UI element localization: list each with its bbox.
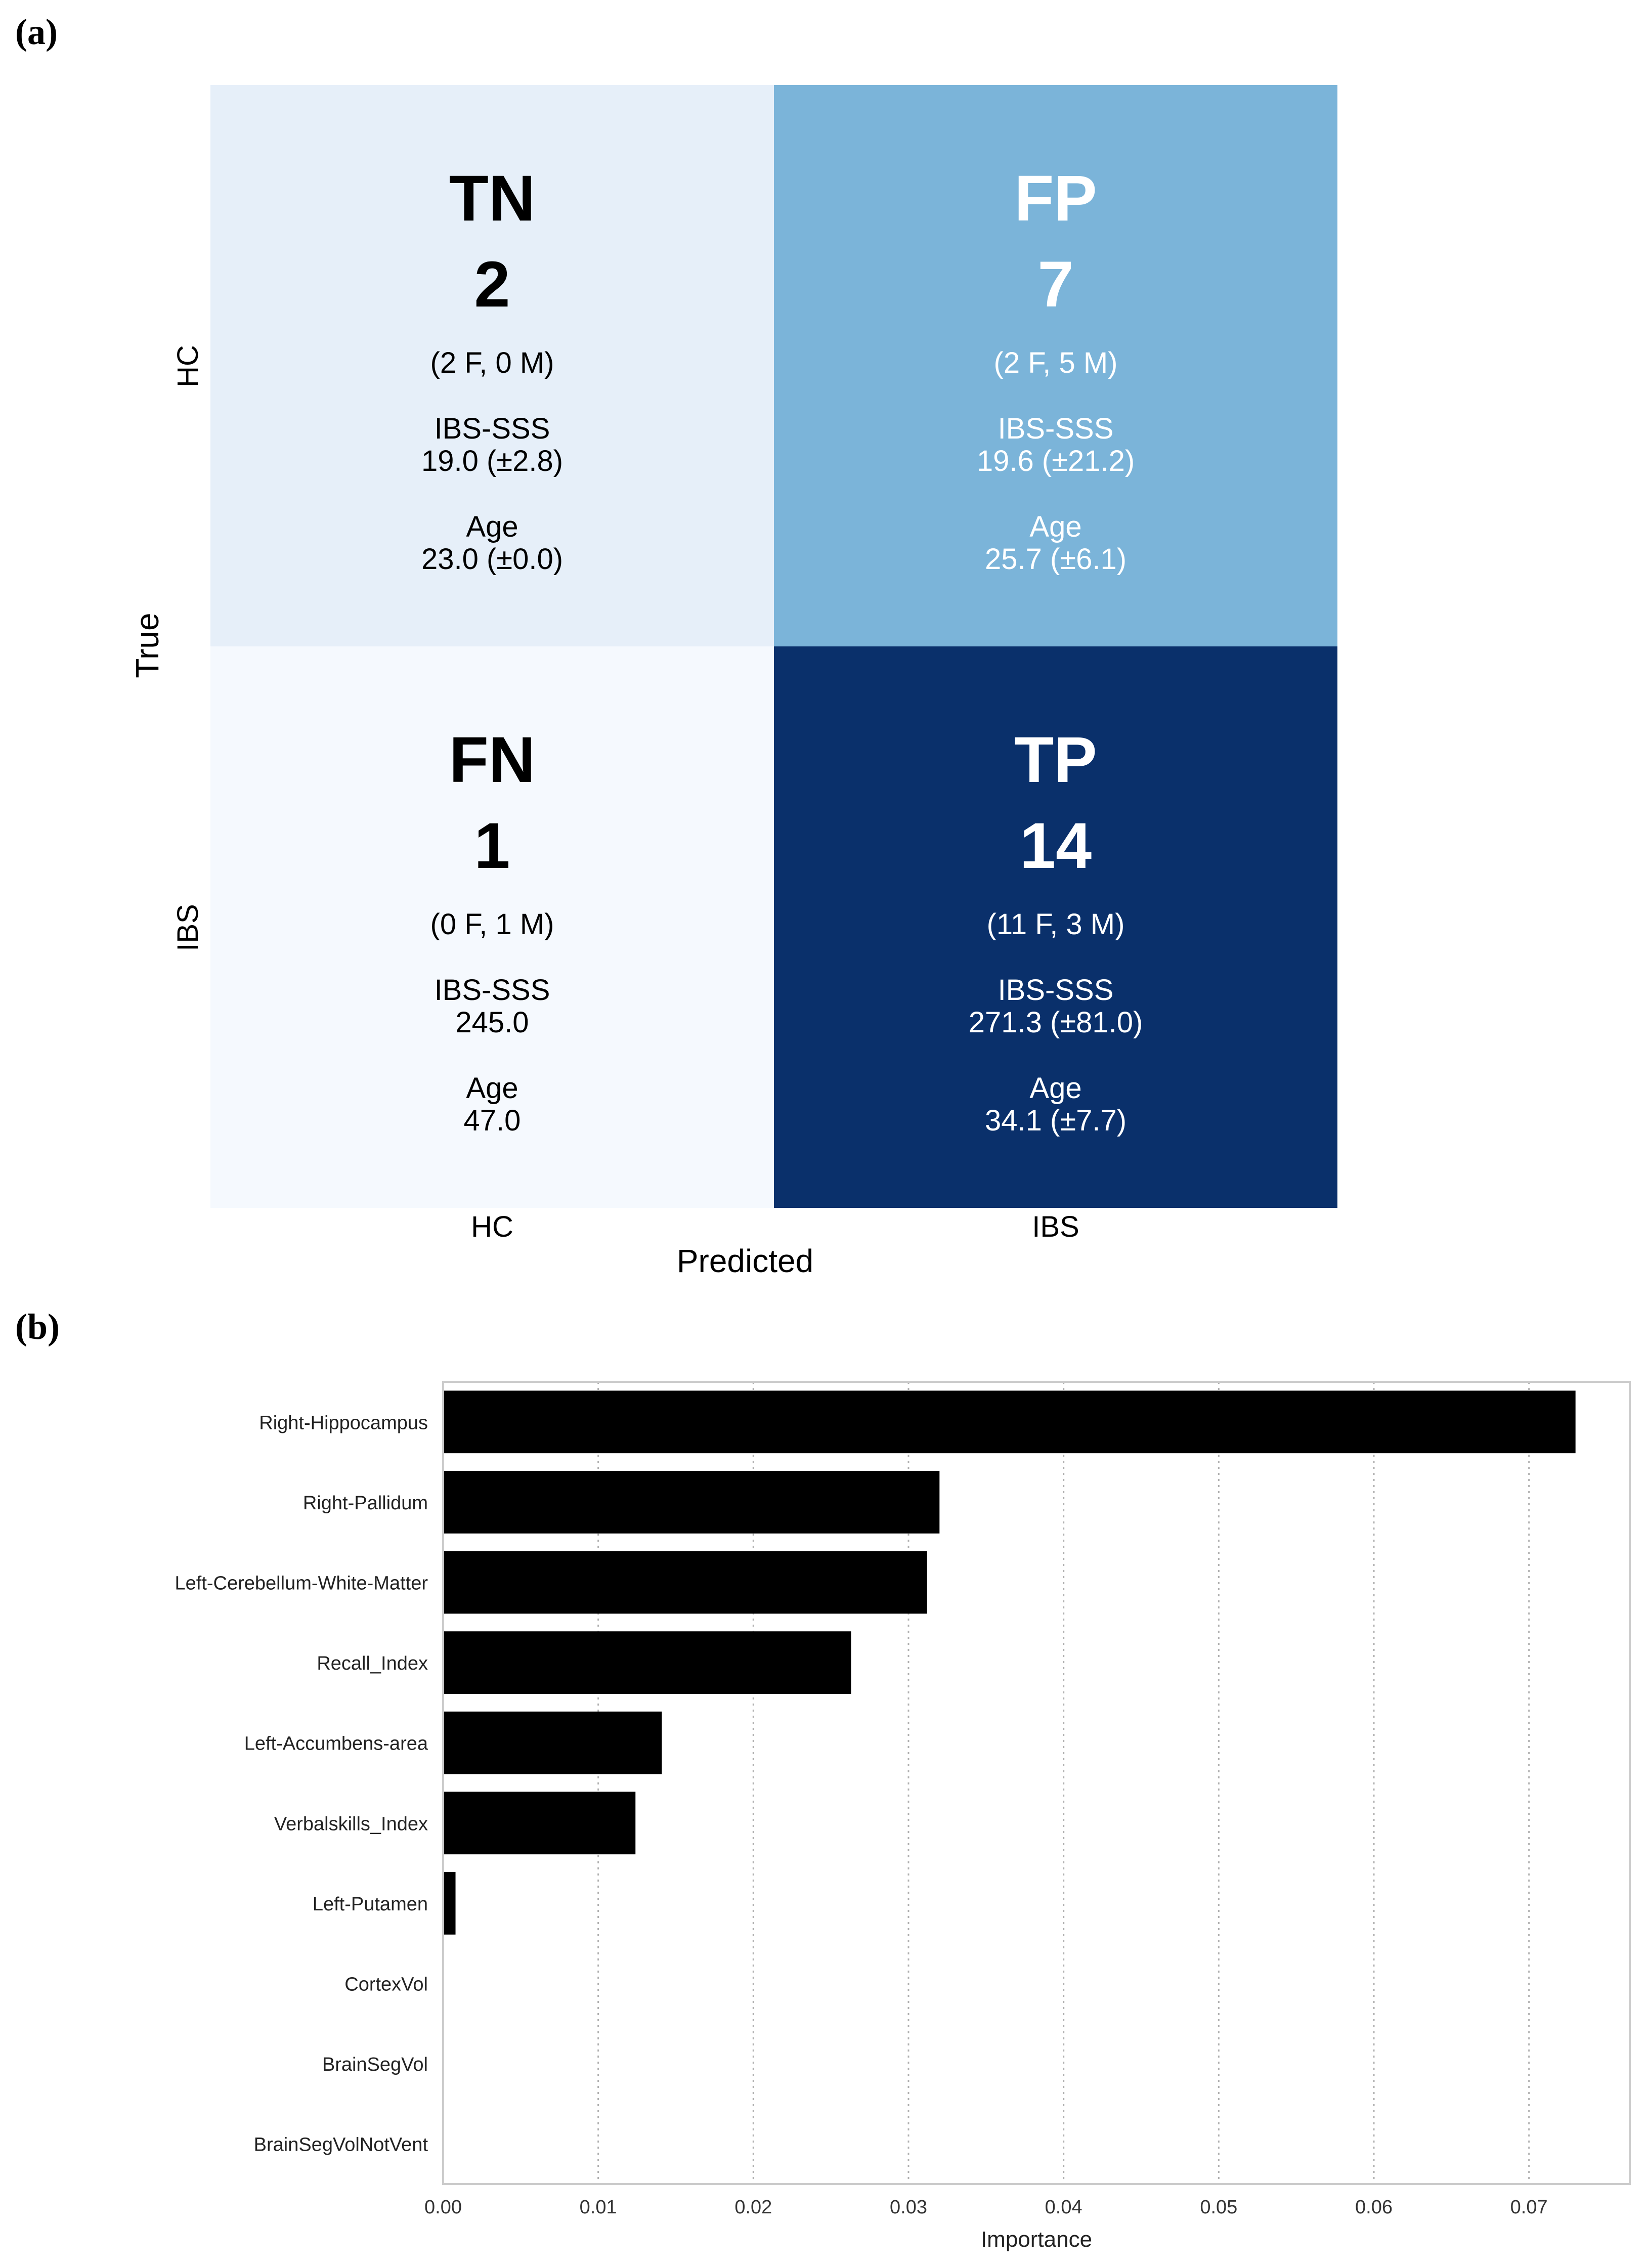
cell-age-value: 47.0 xyxy=(463,1104,521,1137)
y-tick-label: Recall_Index xyxy=(317,1653,428,1674)
bar-left-accumbens-area xyxy=(443,1711,662,1774)
y-tick-label: BrainSegVolNotVent xyxy=(254,2134,428,2156)
cell-abbr: TN xyxy=(449,162,536,235)
y-tick-label: Left-Accumbens-area xyxy=(244,1733,428,1755)
cell-sss-label: IBS-SSS xyxy=(998,974,1114,1007)
cell-count: 14 xyxy=(1019,810,1092,882)
cell-gender: (2 F, 5 M) xyxy=(993,346,1118,379)
x-tick-label: 0.00 xyxy=(424,2197,462,2218)
cell-count: 2 xyxy=(474,248,510,321)
x-tick-hc: HC xyxy=(471,1210,513,1243)
confusion-matrix: TN 2 (2 F, 0 M) IBS-SSS 19.0 (±2.8) Age … xyxy=(129,85,1337,1279)
y-tick-label: Left-Cerebellum-White-Matter xyxy=(175,1573,428,1594)
cell-sss-value: 19.6 (±21.2) xyxy=(976,445,1135,477)
x-tick-label: 0.03 xyxy=(890,2197,927,2218)
bar-right-pallidum xyxy=(443,1471,940,1534)
cell-age-label: Age xyxy=(1029,1072,1082,1105)
cell-gender: (11 F, 3 M) xyxy=(986,908,1125,941)
cell-sss-value: 19.0 (±2.8) xyxy=(421,445,564,477)
plot-frame xyxy=(442,1381,1631,2185)
cell-gender: (2 F, 0 M) xyxy=(430,346,554,379)
cell-sss-label: IBS-SSS xyxy=(434,974,550,1007)
x-axis-title: Importance xyxy=(981,2227,1092,2252)
cell-age-value: 23.0 (±0.0) xyxy=(421,543,564,576)
feature-importance-chart: Right-Hippocampus Right-Pallidum Left-Cere… xyxy=(175,1381,1631,2252)
cell-fn: FN 1 (0 F, 1 M) IBS-SSS 245.0 Age 47.0 xyxy=(210,646,774,1208)
y-tick-labels: Right-Hippocampus Right-Pallidum Left-Cere… xyxy=(175,1412,428,2155)
x-tick-label: 0.06 xyxy=(1355,2197,1393,2218)
cell-sss-value: 245.0 xyxy=(455,1006,529,1039)
y-tick-hc: HC xyxy=(171,345,204,387)
grid-lines xyxy=(442,1382,1530,2184)
y-axis-title: True xyxy=(129,613,165,678)
bar-recall-index xyxy=(443,1631,851,1694)
bars xyxy=(443,1390,1576,1935)
cell-sss-value: 271.3 (±81.0) xyxy=(968,1006,1143,1039)
x-axis-title: Predicted xyxy=(676,1243,814,1279)
x-tick-label: 0.01 xyxy=(580,2197,617,2218)
y-tick-label: Left-Putamen xyxy=(313,1894,428,1915)
x-tick-ibs: IBS xyxy=(1032,1210,1079,1243)
x-tick-label: 0.07 xyxy=(1510,2197,1548,2218)
bar-left-cerebellum-white-matter xyxy=(443,1551,927,1614)
cell-count: 1 xyxy=(474,810,510,882)
y-tick-label: Right-Pallidum xyxy=(303,1493,428,1514)
cell-count: 7 xyxy=(1037,248,1074,321)
y-tick-label: BrainSegVol xyxy=(322,2054,428,2075)
cell-tp: TP 14 (11 F, 3 M) IBS-SSS 271.3 (±81.0) … xyxy=(774,646,1337,1208)
cell-abbr: TP xyxy=(1014,724,1097,796)
y-tick-label: CortexVol xyxy=(344,1974,428,1995)
y-tick-label: Right-Hippocampus xyxy=(259,1412,428,1433)
cell-age-label: Age xyxy=(466,510,518,543)
y-tick-ibs: IBS xyxy=(171,904,204,951)
cell-sss-label: IBS-SSS xyxy=(434,412,550,445)
panel-label-b: (b) xyxy=(15,1306,60,1347)
cell-abbr: FN xyxy=(449,724,536,796)
bar-right-hippocampus xyxy=(443,1390,1576,1454)
cell-abbr: FP xyxy=(1014,162,1097,235)
cell-age-value: 25.7 (±6.1) xyxy=(984,543,1127,576)
cell-age-label: Age xyxy=(1029,510,1082,543)
x-tick-label: 0.04 xyxy=(1045,2197,1082,2218)
y-tick-label: Verbalskills_Index xyxy=(274,1813,428,1835)
cell-fp: FP 7 (2 F, 5 M) IBS-SSS 19.6 (±21.2) Age… xyxy=(774,85,1337,646)
bar-left-putamen xyxy=(443,1872,456,1935)
x-tick-label: 0.05 xyxy=(1200,2197,1237,2218)
x-tick-labels: 0.00 0.01 0.02 0.03 0.04 0.05 0.06 0.07 xyxy=(424,2197,1548,2218)
cell-sss-label: IBS-SSS xyxy=(998,412,1114,445)
bar-verbalskills-index xyxy=(443,1792,636,1855)
cell-age-label: Age xyxy=(466,1072,518,1105)
x-tick-label: 0.02 xyxy=(734,2197,772,2218)
cell-gender: (0 F, 1 M) xyxy=(430,908,554,941)
cell-tn: TN 2 (2 F, 0 M) IBS-SSS 19.0 (±2.8) Age … xyxy=(210,85,774,646)
cell-age-value: 34.1 (±7.7) xyxy=(984,1104,1127,1137)
panel-label-a: (a) xyxy=(15,12,58,52)
